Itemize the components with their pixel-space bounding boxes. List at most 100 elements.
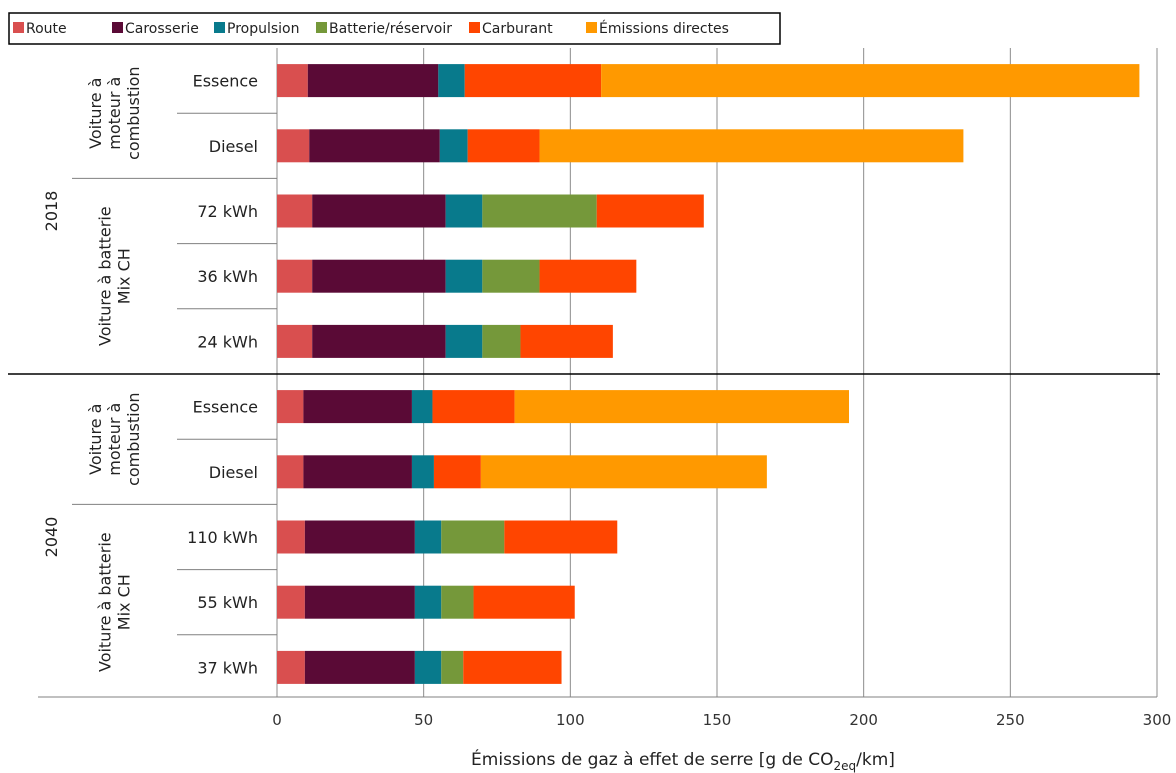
x-tick-label: 200 xyxy=(849,711,878,729)
bar-segment-route xyxy=(277,64,308,98)
bar-segment-carosserie xyxy=(304,520,415,554)
bar-segment-route xyxy=(277,324,313,358)
group-label-line: Mix CH xyxy=(115,574,134,630)
bar-segment-carburant xyxy=(596,194,704,228)
category-label: Diesel xyxy=(209,463,258,482)
bar-segment-carburant xyxy=(504,520,618,554)
group-label-line: moteur à xyxy=(105,77,124,150)
legend-swatch xyxy=(469,22,480,33)
group-label-line: Mix CH xyxy=(115,248,134,304)
x-tick-label: 250 xyxy=(996,711,1025,729)
x-tick-label: 0 xyxy=(272,711,282,729)
group-label-line: combustion xyxy=(124,66,143,159)
bar-segment--missions-directes xyxy=(601,64,1140,98)
category-label: 110 kWh xyxy=(187,528,258,547)
x-tick-label: 50 xyxy=(414,711,433,729)
legend-swatch xyxy=(316,22,327,33)
bar-segment-carosserie xyxy=(309,129,440,163)
group-label-line: Voiture à xyxy=(86,404,105,475)
bar-segment-carosserie xyxy=(303,455,412,489)
group-label: Voiture àmoteur àcombustion xyxy=(86,66,143,159)
x-tick-label: 300 xyxy=(1143,711,1172,729)
bar-segment-propulsion xyxy=(438,64,465,98)
bar-segment-route xyxy=(277,259,313,293)
group-label-line: Voiture à batterie xyxy=(96,206,115,346)
legend-label: Batterie/réservoir xyxy=(329,21,452,37)
bar-segment-batterie-r-servoir xyxy=(482,259,540,293)
group-label-line: Voiture à xyxy=(86,78,105,149)
bar-segment-route xyxy=(277,650,305,684)
x-axis-ticks: 0 50 100 150 200 250 300 xyxy=(272,711,1171,729)
bar-segment-carburant xyxy=(433,455,481,489)
bar-segment-carosserie xyxy=(304,585,415,619)
bar-segment-route xyxy=(277,585,305,619)
bar-segment-propulsion xyxy=(445,194,483,228)
legend-label: Carosserie xyxy=(125,21,199,37)
bar-segment-carosserie xyxy=(304,650,415,684)
bar-segment-carburant xyxy=(539,259,637,293)
legend-swatch xyxy=(112,22,123,33)
legend-swatch xyxy=(214,22,225,33)
bar-segment-carosserie xyxy=(303,390,412,424)
year-label: 2040 xyxy=(42,517,61,558)
bar-segment-carburant xyxy=(467,129,540,163)
group-label: Voiture àmoteur àcombustion xyxy=(86,392,143,485)
bars xyxy=(277,64,1140,684)
bar-segment--missions-directes xyxy=(514,390,849,424)
legend-frame xyxy=(8,12,781,45)
legend-label: Émissions directes xyxy=(599,20,729,37)
bar-segment-batterie-r-servoir xyxy=(441,650,464,684)
bar-segment-propulsion xyxy=(414,520,442,554)
bar-segment-carosserie xyxy=(312,324,446,358)
category-label: 55 kWh xyxy=(197,593,258,612)
bar-segment-carosserie xyxy=(312,259,446,293)
category-label: Diesel xyxy=(209,137,258,156)
bar-segment-route xyxy=(277,390,304,424)
category-frame xyxy=(8,112,1160,698)
category-label: 37 kWh xyxy=(197,658,258,677)
bar-segment-carosserie xyxy=(307,64,439,98)
bar-segment-carburant xyxy=(432,390,515,424)
category-label: Essence xyxy=(193,398,258,417)
bar-segment-propulsion xyxy=(411,455,434,489)
bar-segment-propulsion xyxy=(414,585,442,619)
legend: Route Carosserie Propulsion Batterie/réserv… xyxy=(8,12,781,45)
group-label-line: Voiture à batterie xyxy=(96,532,115,672)
bar-segment-batterie-r-servoir xyxy=(441,520,505,554)
group-label: Voiture à batterieMix CH xyxy=(96,532,134,672)
bar-segment--missions-directes xyxy=(539,129,964,163)
legend-swatch xyxy=(586,22,597,33)
bar-segment-propulsion xyxy=(439,129,468,163)
bar-segment-batterie-r-servoir xyxy=(441,585,474,619)
bar-segment-propulsion xyxy=(414,650,442,684)
bar-segment--missions-directes xyxy=(480,455,767,489)
bar-segment-carosserie xyxy=(312,194,446,228)
bar-segment-carburant xyxy=(473,585,575,619)
bar-segment-carburant xyxy=(520,324,613,358)
group-label-line: combustion xyxy=(124,392,143,485)
x-axis-title: Émissions de gaz à effet de serre [g de … xyxy=(471,748,895,773)
category-label: 72 kWh xyxy=(197,202,258,221)
group-label: Voiture à batterieMix CH xyxy=(96,206,134,346)
bar-segment-propulsion xyxy=(445,259,483,293)
bar-segment-route xyxy=(277,129,310,163)
bar-segment-propulsion xyxy=(445,324,483,358)
legend-label: Propulsion xyxy=(227,21,299,37)
bar-segment-route xyxy=(277,455,304,489)
category-label: Essence xyxy=(193,72,258,91)
bar-segment-batterie-r-servoir xyxy=(482,324,521,358)
x-tick-label: 150 xyxy=(703,711,732,729)
bar-segment-propulsion xyxy=(411,390,433,424)
bar-segment-route xyxy=(277,520,305,554)
bar-segment-route xyxy=(277,194,313,228)
category-label: 24 kWh xyxy=(197,332,258,351)
group-label-line: moteur à xyxy=(105,403,124,476)
bar-segment-carburant xyxy=(464,64,602,98)
bar-segment-carburant xyxy=(463,650,562,684)
bar-segment-batterie-r-servoir xyxy=(482,194,597,228)
legend-swatch xyxy=(13,22,24,33)
category-label: 36 kWh xyxy=(197,267,258,286)
year-label: 2018 xyxy=(42,191,61,232)
